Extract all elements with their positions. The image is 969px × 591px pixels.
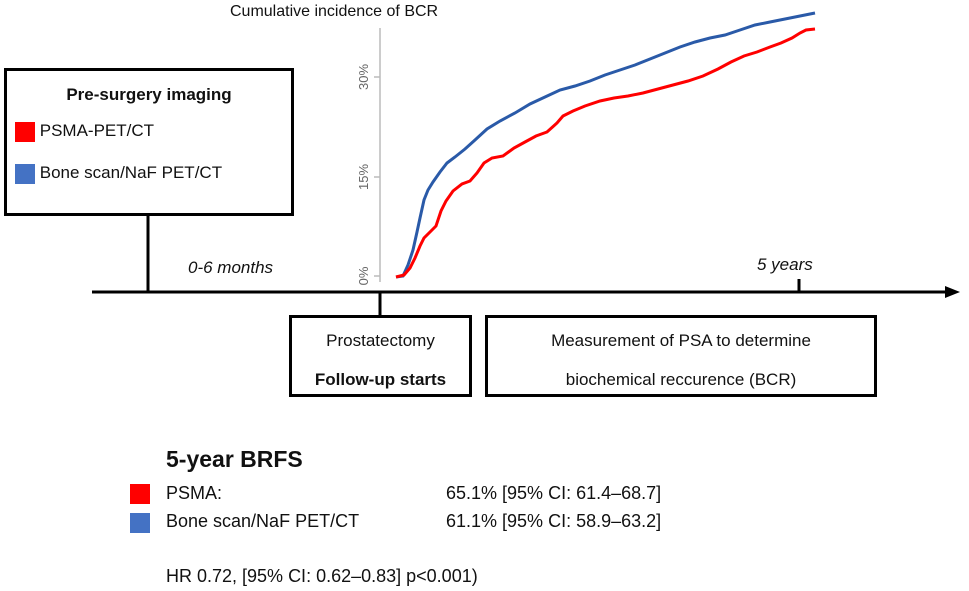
- psa-line-1: Measurement of PSA to determine: [551, 331, 811, 350]
- prostatectomy-label: Prostatectomy: [326, 331, 435, 350]
- y-tick-label-15: 15%: [356, 164, 371, 190]
- legend-label-psma: PSMA-PET/CT: [39, 121, 155, 140]
- timeline-arrowhead: [945, 286, 960, 298]
- psma-curve: [395, 27, 816, 279]
- brfs-psma-label: PSMA:: [166, 483, 223, 503]
- imaging-box-title: Pre-surgery imaging: [66, 85, 232, 104]
- brfs-bone-value: 61.1% [95% CI: 58.9–63.2]: [446, 511, 662, 531]
- prostatectomy-box: Prostatectomy Follow-up starts: [289, 315, 472, 397]
- brfs-psma-swatch: [130, 484, 150, 504]
- legend-item-bone-scan: Bone scan/NaF PET/CT: [15, 163, 222, 184]
- hazard-ratio-text: HR 0.72, [95% CI: 0.62–0.83] p<0.001): [166, 566, 478, 586]
- y-tick-label-30: 30%: [356, 64, 371, 90]
- brfs-bone-swatch: [130, 513, 150, 533]
- brfs-psma-value: 65.1% [95% CI: 61.4–68.7]: [446, 483, 662, 503]
- y-tick-label-0: 0%: [356, 266, 371, 285]
- pre-surgery-imaging-box: Pre-surgery imaging PSMA-PET/CT Bone sca…: [4, 68, 294, 216]
- legend-item-psma: PSMA-PET/CT: [15, 121, 154, 142]
- brfs-title: 5-year BRFS: [166, 446, 303, 472]
- label-0-6-months: 0-6 months: [188, 258, 274, 277]
- bone-scan-curve: [395, 11, 816, 279]
- bone-scan-swatch: [15, 163, 35, 184]
- label-5-years: 5 years: [757, 255, 813, 274]
- psma-swatch: [15, 121, 35, 142]
- legend-label-bone-scan: Bone scan/NaF PET/CT: [39, 163, 223, 182]
- psa-measurement-box: Measurement of PSA to determine biochemi…: [485, 315, 877, 397]
- follow-up-label: Follow-up starts: [314, 370, 447, 389]
- psa-line-2: biochemical reccurence (BCR): [565, 370, 797, 389]
- brfs-bone-label: Bone scan/NaF PET/CT: [166, 511, 360, 531]
- chart-title: Cumulative incidence of BCR: [230, 3, 439, 20]
